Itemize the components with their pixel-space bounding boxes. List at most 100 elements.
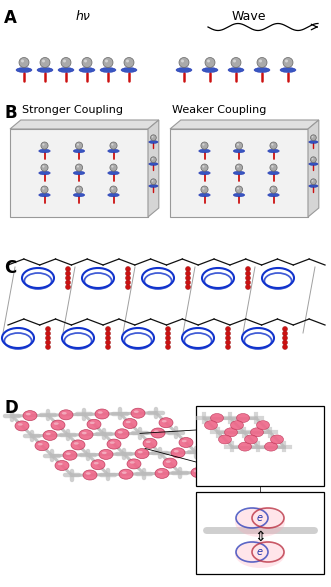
Circle shape <box>66 280 71 285</box>
Circle shape <box>151 135 156 140</box>
Circle shape <box>185 266 191 272</box>
Bar <box>196 492 324 574</box>
Circle shape <box>185 275 191 281</box>
Text: e: e <box>257 547 263 557</box>
Ellipse shape <box>155 468 169 478</box>
Ellipse shape <box>102 451 107 454</box>
Circle shape <box>42 166 44 168</box>
Polygon shape <box>10 120 159 129</box>
Ellipse shape <box>86 473 91 475</box>
Ellipse shape <box>62 412 67 414</box>
Ellipse shape <box>16 68 32 73</box>
Circle shape <box>310 157 316 163</box>
Circle shape <box>66 275 71 281</box>
Ellipse shape <box>18 423 23 426</box>
Circle shape <box>41 186 48 193</box>
Circle shape <box>82 58 92 68</box>
Ellipse shape <box>82 432 87 434</box>
Circle shape <box>125 285 130 289</box>
Circle shape <box>205 58 215 68</box>
Text: e: e <box>257 513 263 523</box>
Ellipse shape <box>166 460 171 463</box>
Circle shape <box>202 143 205 146</box>
Circle shape <box>61 58 71 68</box>
Circle shape <box>310 135 316 140</box>
Ellipse shape <box>199 193 210 197</box>
Circle shape <box>77 187 79 190</box>
Circle shape <box>152 136 153 138</box>
Ellipse shape <box>100 68 116 73</box>
Circle shape <box>270 164 277 171</box>
Polygon shape <box>170 129 308 217</box>
Circle shape <box>45 326 51 332</box>
Text: Stronger Coupling: Stronger Coupling <box>22 105 123 115</box>
Circle shape <box>45 345 51 349</box>
Circle shape <box>237 187 239 190</box>
Ellipse shape <box>233 171 245 175</box>
Text: Wave: Wave <box>232 10 266 23</box>
Ellipse shape <box>46 433 51 435</box>
Ellipse shape <box>224 428 238 437</box>
Circle shape <box>75 142 83 149</box>
Ellipse shape <box>123 419 137 429</box>
Ellipse shape <box>202 460 207 462</box>
Ellipse shape <box>121 68 137 73</box>
Circle shape <box>41 142 48 149</box>
Ellipse shape <box>191 468 205 478</box>
Ellipse shape <box>43 430 57 440</box>
Ellipse shape <box>149 163 158 166</box>
Circle shape <box>246 266 251 272</box>
Ellipse shape <box>176 68 192 73</box>
Circle shape <box>151 157 156 163</box>
Ellipse shape <box>179 437 193 447</box>
Circle shape <box>42 143 44 146</box>
Circle shape <box>63 59 66 62</box>
Polygon shape <box>170 120 319 129</box>
Circle shape <box>235 164 243 171</box>
Circle shape <box>282 340 288 345</box>
Circle shape <box>235 142 243 149</box>
Circle shape <box>235 186 243 193</box>
Ellipse shape <box>126 421 131 423</box>
Ellipse shape <box>118 431 123 434</box>
Ellipse shape <box>309 163 318 166</box>
Ellipse shape <box>182 440 187 442</box>
Ellipse shape <box>119 469 133 479</box>
Ellipse shape <box>107 439 121 449</box>
Circle shape <box>42 59 45 62</box>
Circle shape <box>110 142 117 149</box>
Ellipse shape <box>154 430 159 433</box>
Circle shape <box>106 326 111 332</box>
Circle shape <box>111 187 114 190</box>
Circle shape <box>225 340 230 345</box>
Ellipse shape <box>218 435 231 444</box>
Ellipse shape <box>108 193 119 197</box>
Circle shape <box>125 271 130 276</box>
Ellipse shape <box>95 409 109 419</box>
Circle shape <box>40 58 50 68</box>
Ellipse shape <box>37 68 53 73</box>
Ellipse shape <box>73 193 85 197</box>
Ellipse shape <box>74 442 79 444</box>
Ellipse shape <box>39 149 50 153</box>
Ellipse shape <box>108 149 119 153</box>
Circle shape <box>237 166 239 168</box>
Ellipse shape <box>174 450 179 453</box>
Ellipse shape <box>257 421 269 430</box>
Circle shape <box>225 336 230 340</box>
Ellipse shape <box>146 441 151 443</box>
Circle shape <box>152 158 153 160</box>
Ellipse shape <box>309 140 318 143</box>
Ellipse shape <box>71 440 85 450</box>
Ellipse shape <box>15 421 29 431</box>
Circle shape <box>66 285 71 289</box>
Circle shape <box>84 59 87 62</box>
Ellipse shape <box>108 171 119 175</box>
Circle shape <box>42 187 44 190</box>
Ellipse shape <box>158 471 163 473</box>
Ellipse shape <box>233 149 245 153</box>
Text: B: B <box>4 104 17 122</box>
Ellipse shape <box>251 428 263 437</box>
Circle shape <box>103 58 113 68</box>
Circle shape <box>110 186 117 193</box>
